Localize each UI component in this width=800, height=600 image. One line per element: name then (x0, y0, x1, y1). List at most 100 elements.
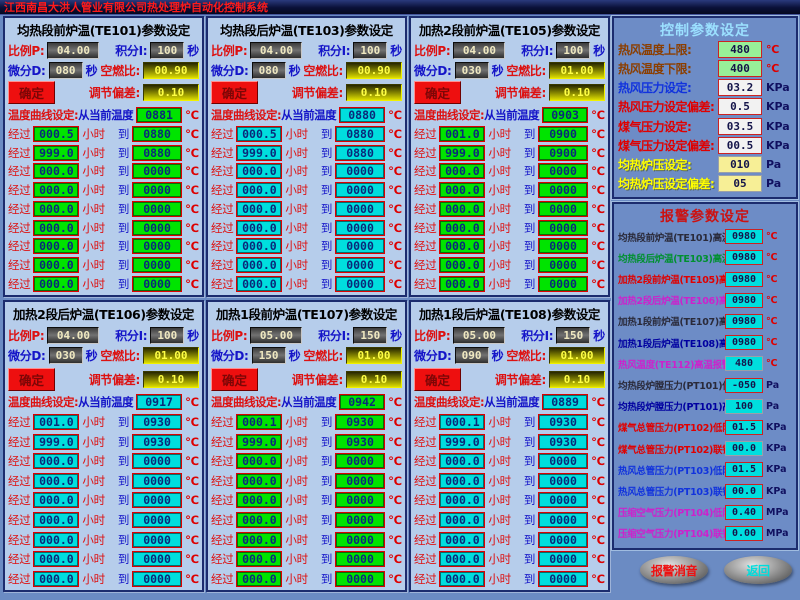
target-temp-box[interactable]: 0000 (335, 219, 386, 236)
hours-value-box[interactable]: 000.0 (33, 275, 80, 292)
hours-value-box[interactable]: 001.0 (439, 125, 486, 142)
hours-value-box[interactable]: 000.0 (439, 200, 486, 217)
target-temp-box[interactable]: 0000 (335, 492, 386, 509)
hours-value-box[interactable]: 000.0 (439, 257, 486, 274)
alarm-value-box[interactable]: 480 (725, 356, 763, 372)
target-temp-box[interactable]: 0880 (132, 125, 183, 142)
control-value-box[interactable]: 400 (718, 60, 762, 78)
hours-value-box[interactable]: 000.0 (236, 492, 283, 509)
control-value-box[interactable]: 00.5 (718, 136, 762, 154)
air-fuel-value-box[interactable]: 01.00 (549, 347, 605, 365)
target-temp-box[interactable]: 0000 (538, 492, 589, 509)
target-temp-box[interactable]: 0000 (538, 512, 589, 529)
alarm-value-box[interactable]: 0980 (725, 313, 763, 329)
target-temp-box[interactable]: 0000 (538, 275, 589, 292)
alarm-value-box[interactable]: 0980 (725, 250, 763, 266)
target-temp-box[interactable]: 0000 (335, 531, 386, 548)
hours-value-box[interactable]: 000.5 (236, 125, 283, 142)
target-temp-box[interactable]: 0000 (538, 200, 589, 217)
hours-value-box[interactable]: 000.0 (439, 238, 486, 255)
d-value-box[interactable]: 150 (251, 347, 286, 365)
target-temp-box[interactable]: 0000 (132, 163, 183, 180)
target-temp-box[interactable]: 0900 (538, 125, 589, 142)
target-temp-box[interactable]: 0000 (538, 219, 589, 236)
confirm-button[interactable]: 确定 (8, 81, 56, 105)
hours-value-box[interactable]: 000.0 (236, 551, 283, 568)
p-value-box[interactable]: 04.00 (250, 41, 303, 59)
target-temp-box[interactable]: 0000 (538, 472, 589, 489)
target-temp-box[interactable]: 0000 (335, 453, 386, 470)
target-temp-box[interactable]: 0000 (335, 551, 386, 568)
confirm-button[interactable]: 确定 (211, 81, 259, 105)
current-temp-box[interactable]: 0889 (542, 394, 589, 411)
target-temp-box[interactable]: 0930 (538, 414, 589, 431)
hours-value-box[interactable]: 000.0 (236, 219, 283, 236)
alarm-value-box[interactable]: 0980 (725, 229, 763, 245)
target-temp-box[interactable]: 0000 (132, 512, 183, 529)
target-temp-box[interactable]: 0000 (132, 238, 183, 255)
d-value-box[interactable]: 030 (454, 61, 489, 79)
current-temp-box[interactable]: 0903 (542, 107, 589, 124)
hours-value-box[interactable]: 000.0 (236, 531, 283, 548)
target-temp-box[interactable]: 0000 (538, 182, 589, 199)
alarm-value-box[interactable]: 01.5 (725, 462, 763, 478)
hours-value-box[interactable]: 000.0 (236, 200, 283, 217)
confirm-button[interactable]: 确定 (8, 367, 56, 391)
control-value-box[interactable]: 480 (718, 41, 762, 59)
alarm-value-box[interactable]: 01.5 (725, 419, 763, 435)
hours-value-box[interactable]: 000.0 (33, 551, 80, 568)
hours-value-box[interactable]: 000.0 (33, 257, 80, 274)
target-temp-box[interactable]: 0930 (132, 433, 183, 450)
target-temp-box[interactable]: 0000 (132, 200, 183, 217)
target-temp-box[interactable]: 0000 (335, 238, 386, 255)
target-temp-box[interactable]: 0000 (335, 257, 386, 274)
target-temp-box[interactable]: 0000 (132, 531, 183, 548)
hours-value-box[interactable]: 000.0 (236, 570, 283, 587)
hours-value-box[interactable]: 000.0 (33, 238, 80, 255)
target-temp-box[interactable]: 0000 (538, 163, 589, 180)
back-button[interactable]: 返回 (724, 556, 792, 584)
i-value-box[interactable]: 100 (556, 41, 591, 59)
target-temp-box[interactable]: 0900 (538, 144, 589, 161)
target-temp-box[interactable]: 0000 (335, 182, 386, 199)
air-fuel-value-box[interactable]: 01.00 (549, 61, 605, 79)
confirm-button[interactable]: 确定 (414, 81, 462, 105)
air-fuel-value-box[interactable]: 00.90 (346, 61, 402, 79)
alarm-value-box[interactable]: -050 (725, 377, 763, 393)
hours-value-box[interactable]: 000.0 (439, 512, 486, 529)
control-value-box[interactable]: 03.2 (718, 79, 762, 97)
d-value-box[interactable]: 080 (251, 61, 286, 79)
hours-value-box[interactable]: 000.0 (33, 512, 80, 529)
d-value-box[interactable]: 030 (48, 347, 83, 365)
d-value-box[interactable]: 080 (48, 61, 83, 79)
hours-value-box[interactable]: 999.0 (236, 433, 283, 450)
alarm-value-box[interactable]: 0.00 (725, 525, 763, 541)
hours-value-box[interactable]: 000.1 (236, 414, 283, 431)
hours-value-box[interactable]: 000.0 (439, 570, 486, 587)
air-fuel-value-box[interactable]: 00.90 (143, 61, 199, 79)
alarm-value-box[interactable]: 0.40 (725, 504, 763, 520)
hours-value-box[interactable]: 000.0 (439, 453, 486, 470)
hours-value-box[interactable]: 000.0 (236, 238, 283, 255)
target-temp-box[interactable]: 0000 (335, 200, 386, 217)
alarm-value-box[interactable]: 0980 (725, 271, 763, 287)
hours-value-box[interactable]: 999.0 (33, 144, 80, 161)
hours-value-box[interactable]: 000.0 (439, 182, 486, 199)
target-temp-box[interactable]: 0000 (132, 472, 183, 489)
deviation-value-box[interactable]: 0.10 (143, 370, 199, 388)
target-temp-box[interactable]: 0000 (132, 570, 183, 587)
hours-value-box[interactable]: 000.0 (236, 257, 283, 274)
p-value-box[interactable]: 04.00 (47, 41, 100, 59)
target-temp-box[interactable]: 0000 (132, 453, 183, 470)
target-temp-box[interactable]: 0000 (132, 182, 183, 199)
i-value-box[interactable]: 100 (353, 41, 388, 59)
target-temp-box[interactable]: 0000 (335, 275, 386, 292)
hours-value-box[interactable]: 000.0 (33, 163, 80, 180)
hours-value-box[interactable]: 000.0 (236, 472, 283, 489)
target-temp-box[interactable]: 0000 (335, 512, 386, 529)
target-temp-box[interactable]: 0000 (538, 551, 589, 568)
hours-value-box[interactable]: 000.0 (33, 182, 80, 199)
alarm-value-box[interactable]: 00.0 (725, 441, 763, 457)
hours-value-box[interactable]: 000.0 (439, 472, 486, 489)
target-temp-box[interactable]: 0000 (132, 551, 183, 568)
